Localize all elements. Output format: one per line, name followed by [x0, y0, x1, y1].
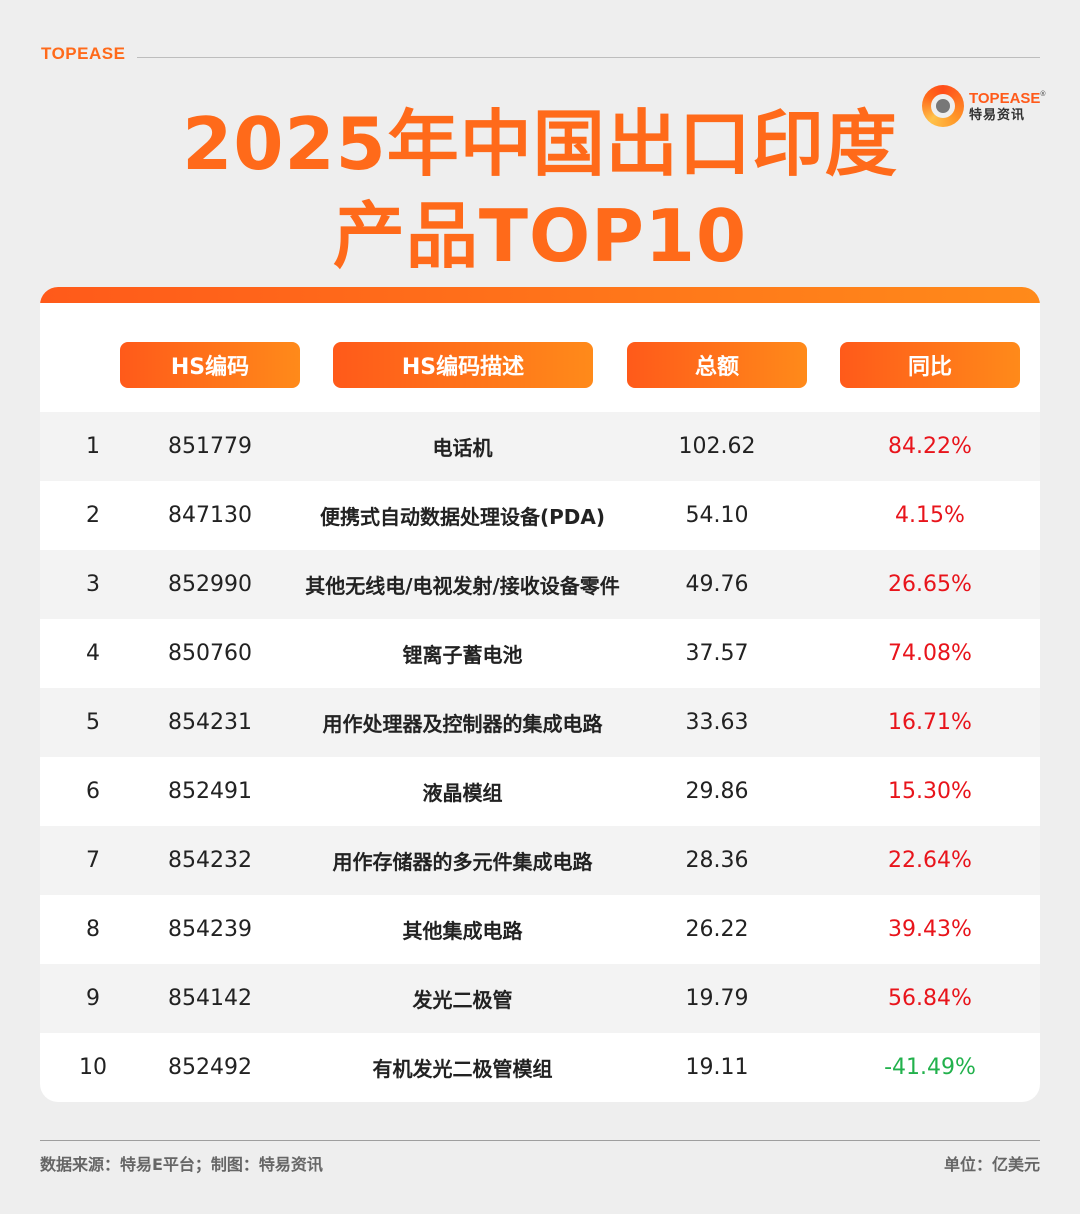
rank-cell: 5: [86, 710, 100, 735]
yoy-cell: 56.84%: [888, 986, 972, 1011]
description-cell: 其他集成电路: [402, 919, 523, 943]
yoy-cell: 22.64%: [888, 848, 972, 873]
table-row: 9 854142 发光二极管 19.79 56.84%: [40, 964, 1040, 1033]
top-divider: [137, 57, 1040, 58]
logo-en-text: TOPEASE: [969, 89, 1041, 107]
bottom-divider: [40, 1140, 1040, 1141]
logo-mark-icon: [922, 85, 964, 127]
hs-code-cell: 854231: [168, 710, 252, 735]
hs-code-cell: 854142: [168, 986, 252, 1011]
title-line-1: 2025年中国出口印度: [182, 102, 898, 186]
description-cell: 其他无线电/电视发射/接收设备零件: [305, 574, 620, 598]
rank-cell: 4: [86, 641, 100, 666]
page-title: 2025年中国出口印度 产品TOP10: [0, 98, 1080, 282]
table-row: 1 851779 电话机 102.62 84.22%: [40, 412, 1040, 481]
rank-cell: 3: [86, 572, 100, 597]
table-row: 8 854239 其他集成电路 26.22 39.43%: [40, 895, 1040, 964]
rank-cell: 1: [86, 434, 100, 459]
total-cell: 37.57: [685, 641, 749, 666]
hs-code-cell: 847130: [168, 503, 252, 528]
header-hs-description: HS编码描述: [333, 342, 593, 388]
table-row: 5 854231 用作处理器及控制器的集成电路 33.63 16.71%: [40, 688, 1040, 757]
total-cell: 49.76: [685, 572, 749, 597]
title-line-2: 产品TOP10: [332, 194, 748, 278]
hs-code-cell: 851779: [168, 434, 252, 459]
description-cell: 锂离子蓄电池: [402, 643, 523, 667]
header-total: 总额: [627, 342, 807, 388]
description-cell: 发光二极管: [412, 988, 513, 1012]
total-cell: 19.79: [685, 986, 749, 1011]
rank-cell: 10: [79, 1055, 107, 1080]
table-row: 6 852491 液晶模组 29.86 15.30%: [40, 757, 1040, 826]
description-cell: 有机发光二极管模组: [372, 1057, 553, 1081]
hs-code-cell: 852492: [168, 1055, 252, 1080]
total-cell: 26.22: [685, 917, 749, 942]
topease-logo: TOPEASE® 特易资讯: [922, 84, 1047, 128]
yoy-cell: 84.22%: [888, 434, 972, 459]
total-cell: 29.86: [685, 779, 749, 804]
description-cell: 用作存储器的多元件集成电路: [332, 850, 593, 874]
table-row: 3 852990 其他无线电/电视发射/接收设备零件 49.76 26.65%: [40, 550, 1040, 619]
header-hs-code: HS编码: [120, 342, 300, 388]
table-row: 4 850760 锂离子蓄电池 37.57 74.08%: [40, 619, 1040, 688]
description-cell: 液晶模组: [422, 781, 503, 805]
card-top-bar: [40, 287, 1040, 303]
header-yoy: 同比: [840, 342, 1020, 388]
table-body: 1 851779 电话机 102.62 84.22% 2 847130 便携式自动数据处理设备…: [40, 412, 1040, 1102]
total-cell: 19.11: [685, 1055, 749, 1080]
hs-code-cell: 852990: [168, 572, 252, 597]
yoy-cell: 74.08%: [888, 641, 972, 666]
total-cell: 28.36: [685, 848, 749, 873]
yoy-cell: 16.71%: [888, 710, 972, 735]
yoy-cell: 26.65%: [888, 572, 972, 597]
unit-label: 单位：亿美元: [943, 1155, 1040, 1174]
total-cell: 102.62: [678, 434, 756, 459]
yoy-cell: -41.49%: [884, 1055, 976, 1080]
hs-code-cell: 850760: [168, 641, 252, 666]
table-row: 10 852492 有机发光二极管模组 19.11 -41.49%: [40, 1033, 1040, 1102]
total-cell: 54.10: [685, 503, 749, 528]
brand-label: TOPEASE: [41, 44, 126, 63]
logo-cn: 特易资讯: [969, 107, 1026, 123]
total-cell: 33.63: [685, 710, 749, 735]
logo-en: TOPEASE®: [969, 91, 1046, 106]
table-card: HS编码 HS编码描述 总额 同比 1 851779 电话机 102.62 84.22%…: [40, 287, 1040, 1102]
data-source: 数据来源：特易E平台；制图：特易资讯: [40, 1155, 323, 1174]
yoy-cell: 4.15%: [895, 503, 965, 528]
logo-reg: ®: [1040, 90, 1046, 98]
hs-code-cell: 854239: [168, 917, 252, 942]
logo-text: TOPEASE® 特易资讯: [969, 91, 1046, 122]
yoy-cell: 39.43%: [888, 917, 972, 942]
description-cell: 用作处理器及控制器的集成电路: [322, 712, 603, 736]
hs-code-cell: 854232: [168, 848, 252, 873]
rank-cell: 2: [86, 503, 100, 528]
description-cell: 便携式自动数据处理设备(PDA): [319, 505, 606, 529]
table-row: 2 847130 便携式自动数据处理设备(PDA) 54.10 4.15%: [40, 481, 1040, 550]
yoy-cell: 15.30%: [888, 779, 972, 804]
rank-cell: 6: [86, 779, 100, 804]
description-cell: 电话机: [432, 436, 493, 460]
hs-code-cell: 852491: [168, 779, 252, 804]
rank-cell: 7: [86, 848, 100, 873]
rank-cell: 9: [86, 986, 100, 1011]
rank-cell: 8: [86, 917, 100, 942]
table-row: 7 854232 用作存储器的多元件集成电路 28.36 22.64%: [40, 826, 1040, 895]
